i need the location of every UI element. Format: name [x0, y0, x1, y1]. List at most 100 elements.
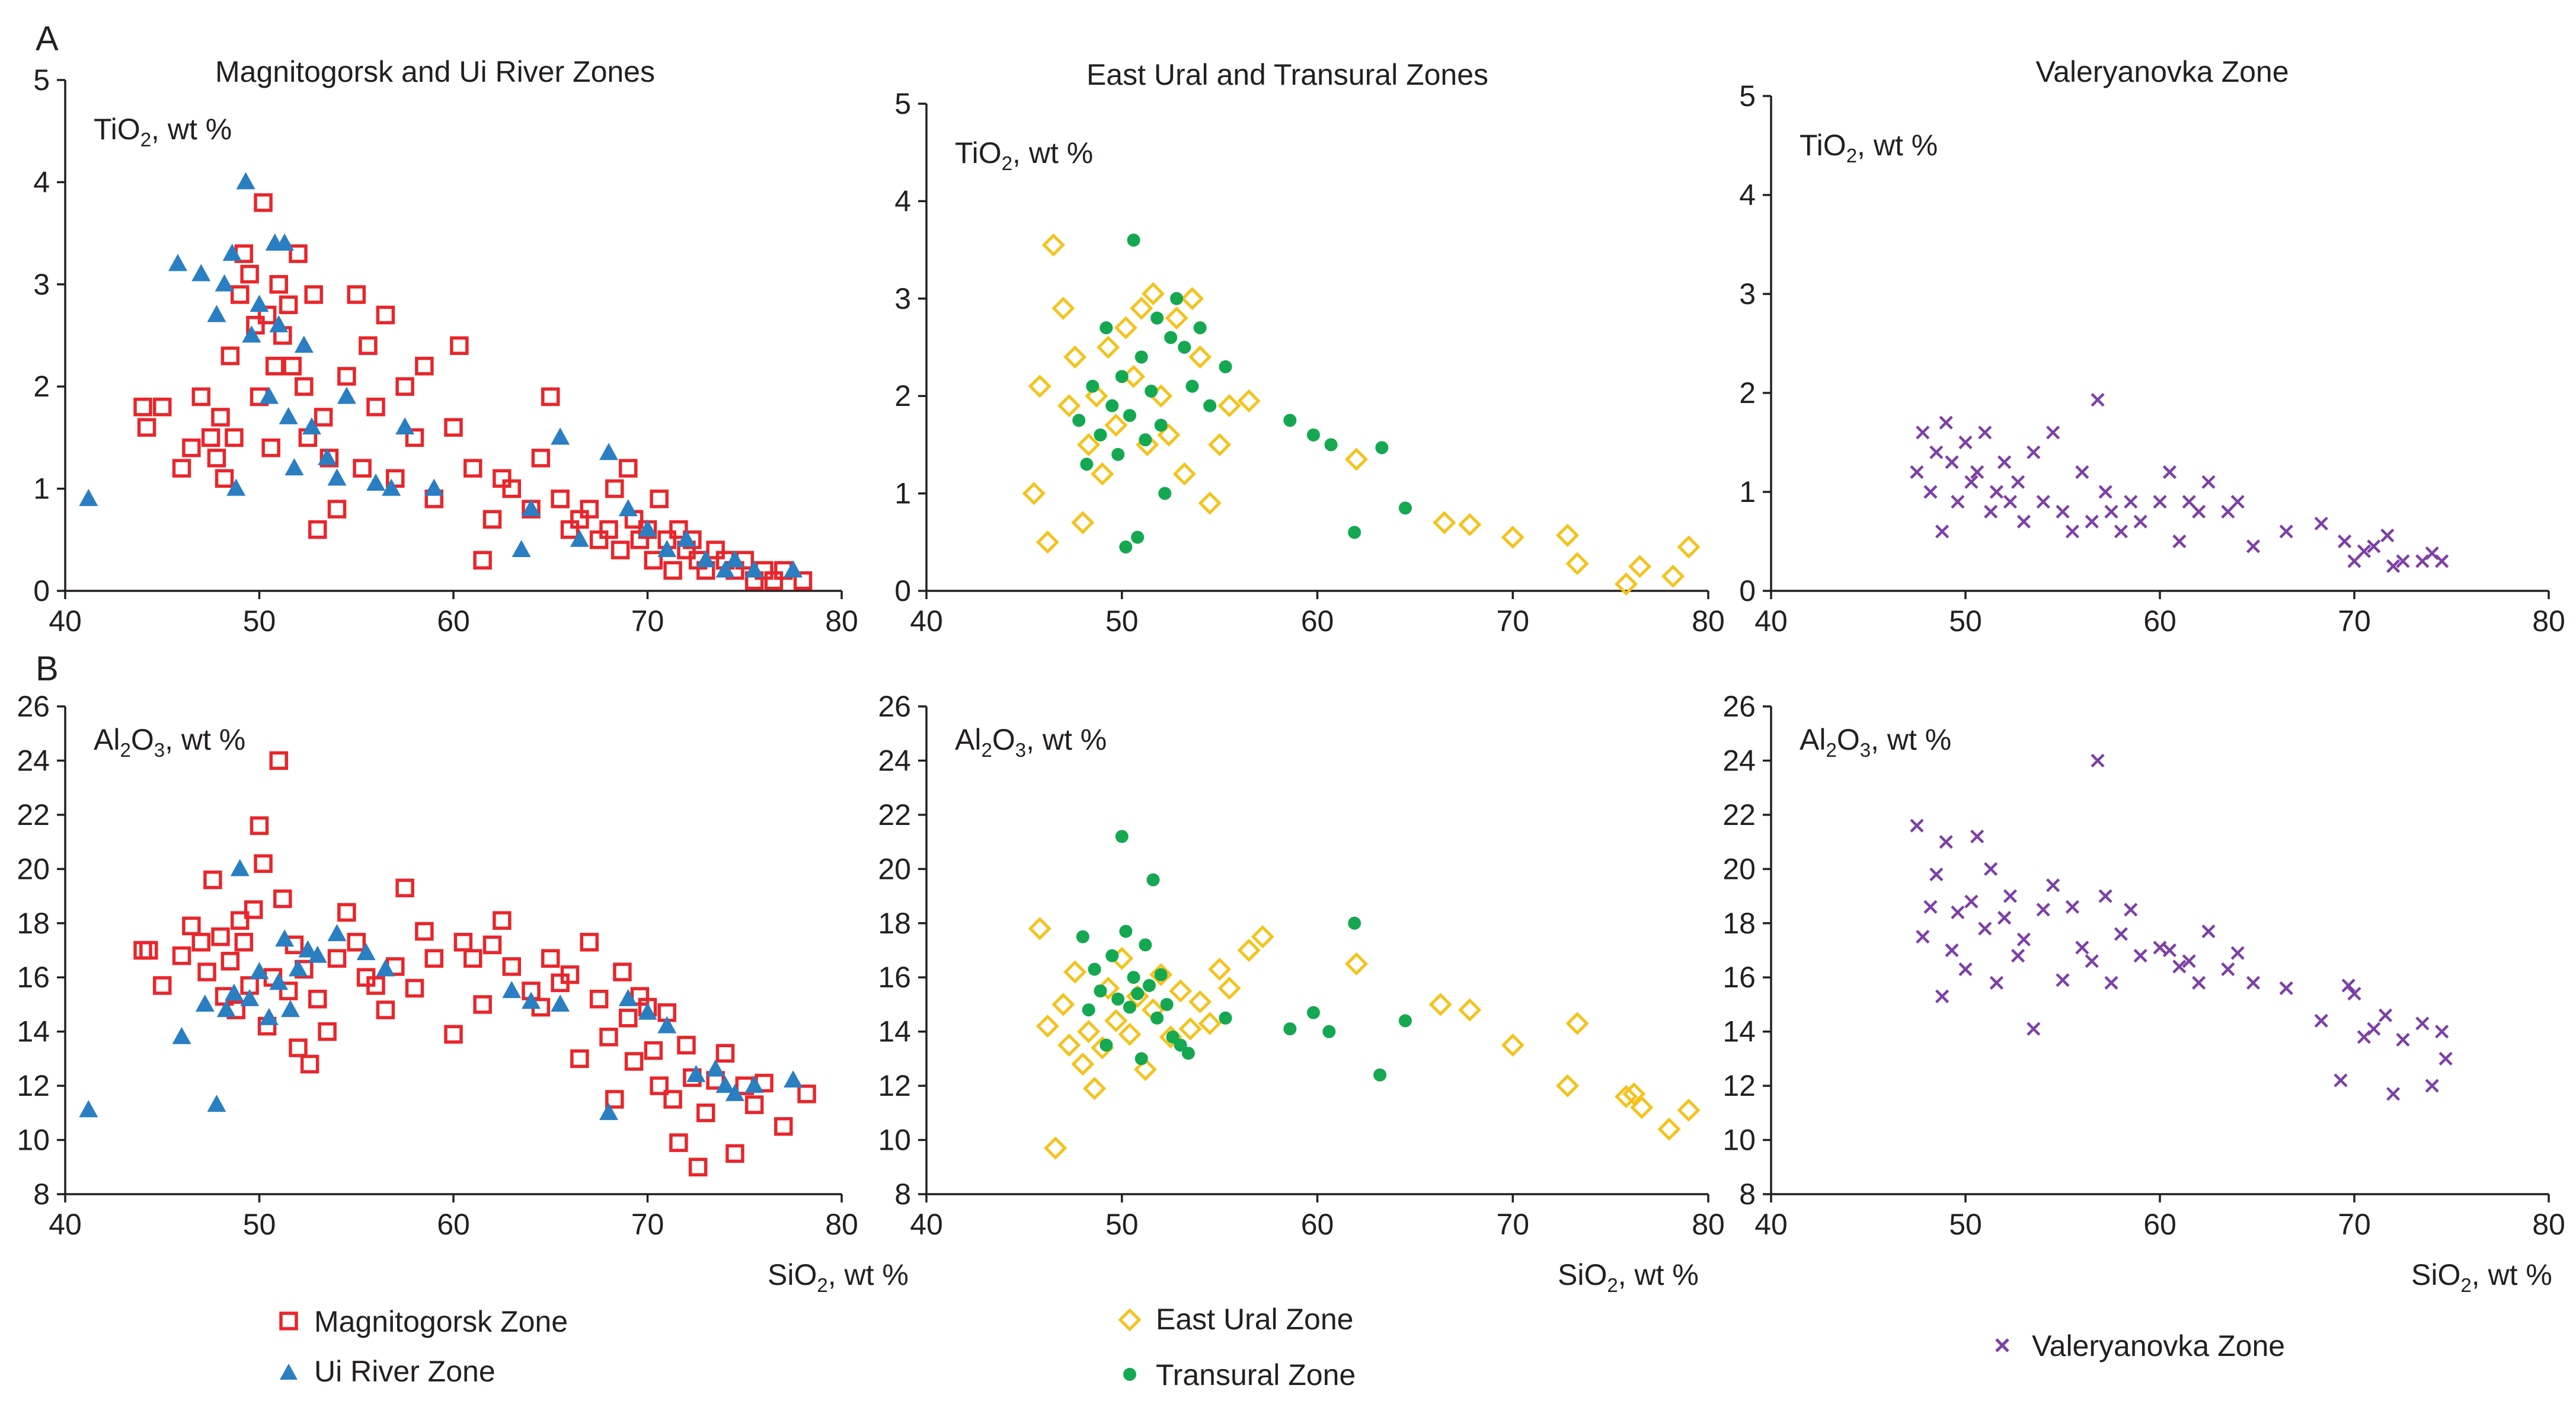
y-axis-title: Al2O3, wt % [94, 723, 245, 761]
x-tick-label: 50 [243, 1208, 276, 1241]
data-point-square [444, 418, 463, 437]
data-point-circle [1150, 1011, 1164, 1025]
data-point-diamond [1217, 394, 1241, 418]
y-tick-label: 10 [878, 1124, 911, 1157]
plot-a-left: 40 50 60 70 80 0 1 2 3 4 5 TiO2, wt % [33, 63, 858, 638]
x-tick-label: 80 [1692, 1208, 1725, 1241]
y-tick-label: 26 [17, 690, 50, 723]
data-point-triangle [250, 295, 269, 312]
data-point-x [2201, 924, 2216, 939]
data-point-triangle [207, 305, 226, 322]
data-point-square [669, 1133, 688, 1152]
data-point-square [366, 976, 385, 995]
data-point-circle [1100, 1038, 1113, 1052]
data-point-square [203, 870, 222, 890]
data-point-square [279, 295, 298, 315]
data-point-triangle [618, 499, 638, 517]
data-point-square [599, 520, 618, 539]
data-point-square [197, 962, 216, 981]
data-point-triangle [289, 959, 308, 977]
y-tick-label: 14 [1722, 1015, 1756, 1048]
y-tick-label: 8 [33, 1178, 50, 1211]
data-point-circle [1185, 379, 1199, 393]
y-tick-label: 20 [17, 852, 50, 885]
data-point-square [797, 1085, 816, 1103]
data-point-triangle [216, 1000, 236, 1018]
data-point-triangle [551, 994, 570, 1012]
x-tick-label: 70 [2338, 1208, 2371, 1241]
data-point-square [744, 1095, 764, 1114]
data-point-diamond [1057, 1033, 1081, 1057]
data-point-x [1978, 426, 1992, 440]
data-point-square [405, 978, 424, 998]
data-point-square [182, 916, 201, 936]
data-point-diamond [1556, 1074, 1580, 1098]
data-point-circle [1306, 428, 1320, 442]
data-point-square [473, 995, 492, 1014]
data-point-circle [1348, 916, 1361, 930]
data-point-x [2114, 524, 2128, 539]
data-point-circle [1170, 292, 1184, 305]
data-point-x [1970, 829, 1984, 844]
data-point-x [2380, 528, 2395, 543]
y-tick-label: 2 [33, 370, 50, 403]
legend-label-valeryanovka: Valeryanovka Zone [2032, 1329, 2285, 1362]
data-point-square [347, 933, 366, 952]
series-transural-zone [1072, 234, 1412, 554]
data-point-circle [1105, 399, 1119, 412]
data-point-square [376, 305, 395, 325]
y-tick-label: 3 [894, 282, 911, 315]
legend-triangle-marker [280, 1364, 298, 1380]
data-point-diamond [1133, 1058, 1157, 1082]
data-point-x [2386, 1087, 2401, 1101]
data-point-x [1978, 922, 1992, 936]
data-point-triangle [236, 172, 255, 190]
legend-valeryanovka-zone: Valeryanovka Zone [1995, 1329, 2285, 1362]
y-tick-label: 4 [1739, 178, 1756, 212]
data-point-circle [1100, 321, 1113, 335]
data-point-circle [1086, 379, 1100, 393]
x-tick-label: 60 [437, 1208, 470, 1241]
data-point-diamond [1180, 287, 1204, 311]
data-point-x [2104, 975, 2118, 990]
data-point-triangle [327, 924, 347, 942]
series-magnitogorsk-zone [133, 193, 813, 590]
data-point-x [1923, 900, 1938, 914]
data-point-triangle [706, 1059, 726, 1077]
data-point-square [257, 305, 277, 325]
data-point-circle [1146, 873, 1160, 887]
plot-b-middle: 40 50 60 70 80 8 10 12 14 16 18 20 22 24 26 Al2O3, wt % [878, 690, 1724, 1241]
data-point-diamond [1130, 296, 1153, 320]
data-point-diamond [1063, 960, 1087, 984]
data-point-x [2182, 954, 2196, 968]
data-point-square [137, 418, 156, 437]
data-point-square [464, 949, 482, 968]
legend-label-magnitogorsk: Magnitogorsk Zone [314, 1305, 568, 1338]
data-point-triangle [242, 325, 261, 343]
data-point-square [327, 500, 347, 519]
data-point-x [2279, 981, 2293, 996]
data-point-x [2396, 1032, 2410, 1047]
x-tick-label: 60 [1301, 1208, 1334, 1241]
y-tick-label: 10 [17, 1124, 50, 1157]
data-point-diamond [1622, 1082, 1646, 1106]
data-point-x [2027, 445, 2041, 459]
data-point-diamond [1628, 555, 1652, 578]
data-point-diamond [1251, 925, 1274, 949]
data-point-x [2011, 475, 2025, 489]
data-point-diamond [1208, 957, 1232, 981]
y-tick-label: 0 [894, 574, 911, 607]
data-point-square [650, 490, 669, 508]
data-point-square [611, 540, 630, 559]
y-tick-label: 1 [33, 472, 50, 506]
data-point-diamond [1035, 1014, 1059, 1038]
x-tick-label: 50 [243, 604, 276, 638]
y-tick-label: 12 [878, 1069, 911, 1102]
y-tick-label: 16 [17, 961, 50, 994]
data-point-circle [1080, 458, 1094, 471]
data-point-diamond [1237, 389, 1261, 412]
plot-a-middle: 40 50 60 70 80 0 1 2 3 4 5 TiO2, wt % [894, 87, 1725, 638]
data-point-triangle [657, 540, 677, 558]
data-point-circle [1348, 526, 1361, 539]
data-point-square [182, 438, 201, 458]
